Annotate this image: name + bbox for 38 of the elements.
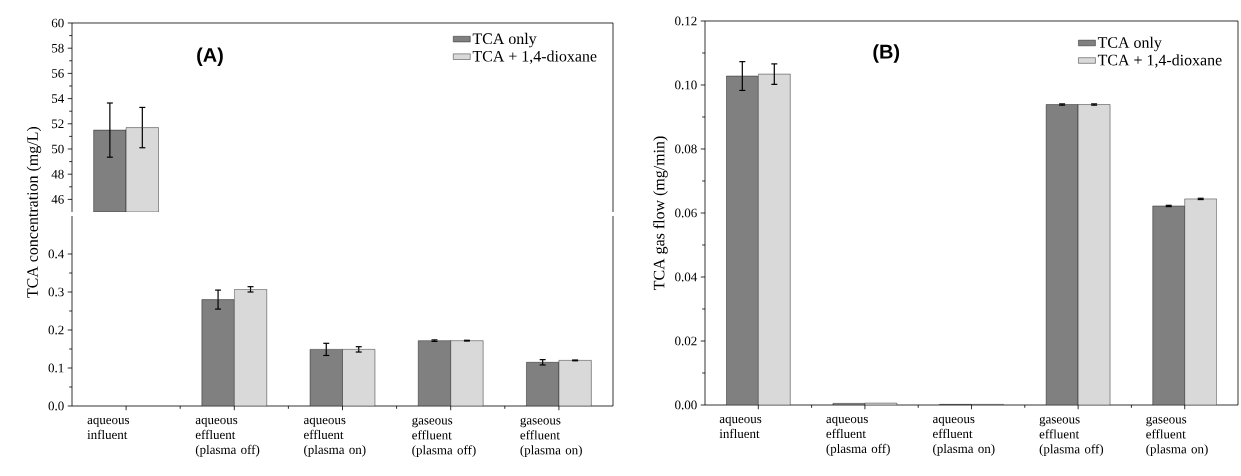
y-tick-label: 0.0 — [48, 401, 64, 411]
y-tick-label: 0.04 — [675, 272, 698, 282]
x-tick-label: aqueous effluent (plasma off) — [195, 417, 260, 457]
x-tick-label: aqueous influent — [87, 417, 130, 440]
x-tick-label: aqueous effluent (plasma on) — [932, 416, 995, 456]
x-tick-label: aqueous influent — [719, 416, 762, 439]
y-tick-label: 0.10 — [675, 80, 697, 90]
x-tick-label: gaseous effluent (plasma off) — [1039, 416, 1104, 457]
y-tick-label: 0.08 — [675, 144, 697, 154]
y-tick-label: 0.00 — [675, 400, 697, 410]
y-tick-label: 0.02 — [675, 336, 697, 346]
text: (A) — [197, 47, 223, 66]
y-axis-title: TCA concentration (mg/L) — [26, 127, 42, 298]
legend-label: TCA only — [472, 32, 537, 48]
y-tick-label: 0.2 — [48, 325, 64, 335]
x-tick-label: gaseous effluent (plasma on) — [520, 417, 582, 458]
x-tick-label: gaseous effluent (plasma on) — [1146, 416, 1208, 457]
legend-label: TCA only — [1097, 36, 1162, 52]
y-tick-label: 48 — [51, 169, 64, 179]
y-tick-label: 46 — [51, 195, 64, 204]
y-tick-label: 0.4 — [48, 249, 65, 259]
legend-label: TCA + 1,4-dioxane — [472, 50, 597, 64]
legend-label: TCA + 1,4-dioxane — [1097, 54, 1222, 68]
y-tick-label: 0.3 — [48, 287, 64, 297]
y-tick-label: 58 — [52, 43, 64, 53]
x-tick-label: aqueous effluent (plasma off) — [826, 416, 890, 456]
x-tick-label: aqueous effluent (plasma on) — [303, 417, 366, 457]
y-tick-label: 0.06 — [675, 208, 697, 218]
y-axis-title: TCA gas flow (mg/min) — [653, 136, 668, 290]
y-tick-label: 52 — [52, 119, 64, 129]
x-tick-label: gaseous effluent (plasma off) — [412, 417, 476, 458]
y-tick-label: 0.1 — [48, 363, 64, 373]
y-tick-label: 50 — [52, 144, 64, 154]
y-tick-label: 0.12 — [675, 16, 697, 26]
y-tick-label: 56 — [52, 69, 64, 78]
y-tick-label: 54 — [52, 94, 65, 103]
text: (B) — [873, 44, 900, 63]
y-tick-label: 60 — [51, 18, 64, 28]
